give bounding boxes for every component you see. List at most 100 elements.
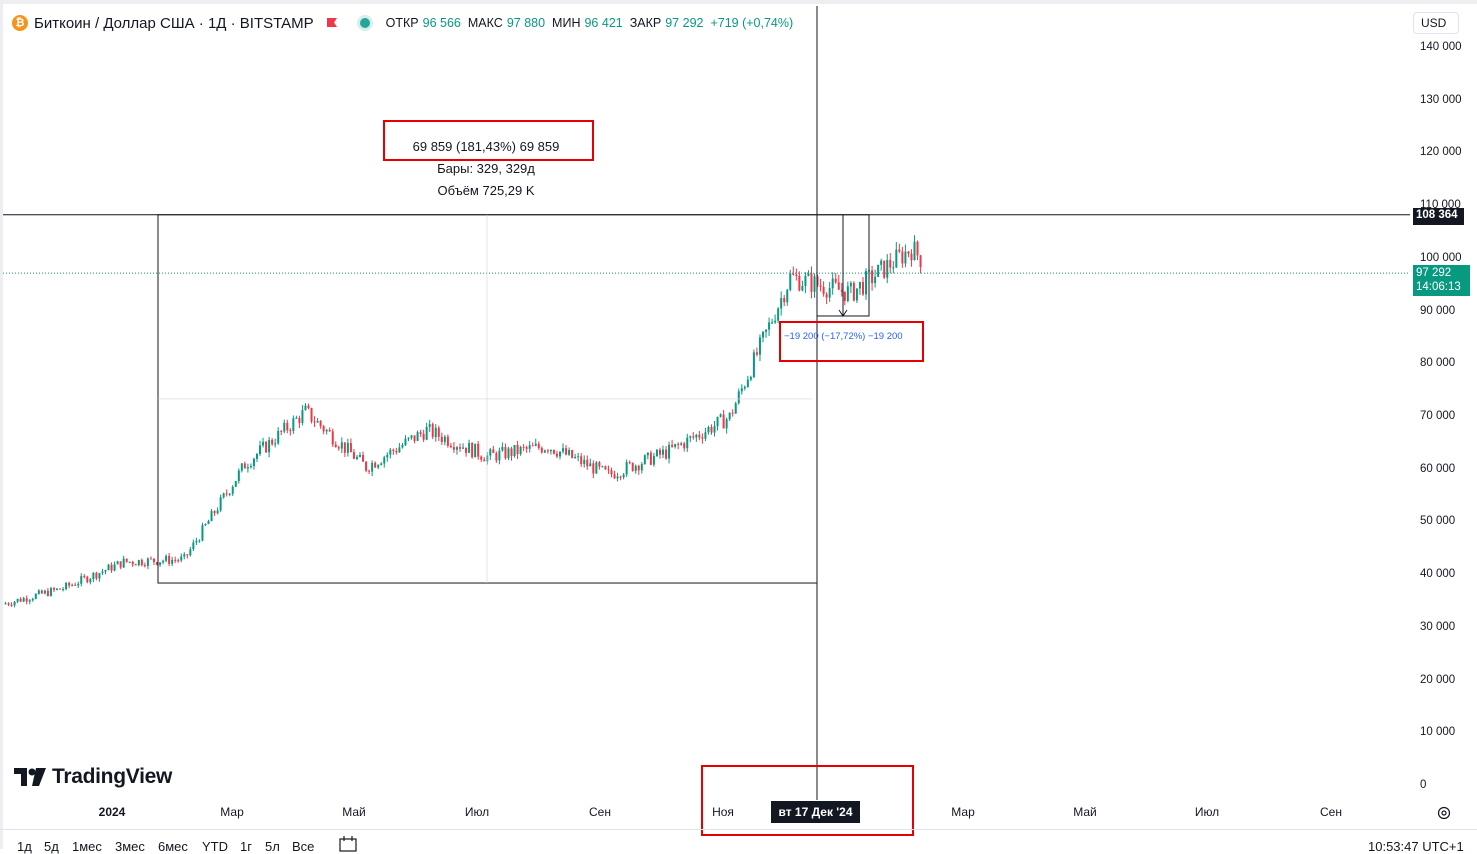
candle-body xyxy=(692,436,695,438)
candle-body xyxy=(43,590,46,594)
candle-body xyxy=(674,443,677,447)
range-button[interactable]: 5л xyxy=(265,839,280,854)
range-button[interactable]: 1д xyxy=(17,839,32,854)
candle-body xyxy=(31,598,34,601)
price-axis-tick: 70 000 xyxy=(1420,410,1456,422)
candle-body xyxy=(513,445,516,457)
candle-body xyxy=(343,442,346,453)
candle-body xyxy=(162,560,165,563)
bitcoin-icon: ₿ xyxy=(12,15,28,31)
symbol-title[interactable]: Биткоин / Доллар США · 1Д · BITSTAMP xyxy=(34,14,314,32)
candle-body xyxy=(849,282,852,287)
candle-body xyxy=(425,426,428,440)
last-price-label: 97 292 xyxy=(1416,267,1452,279)
candle-body xyxy=(649,452,652,465)
candle-body xyxy=(334,444,337,448)
candle-body xyxy=(125,558,128,562)
candle-body xyxy=(268,439,271,453)
range-button[interactable]: 1г xyxy=(240,839,252,854)
candle-body xyxy=(83,576,86,578)
candle-body xyxy=(840,289,843,292)
candle-body xyxy=(98,573,101,579)
candle-body xyxy=(289,430,292,432)
candle-body xyxy=(634,465,637,471)
candle-body xyxy=(531,445,534,447)
candle-body xyxy=(331,431,334,445)
candle-body xyxy=(68,582,71,586)
candle-body xyxy=(195,540,198,543)
candle-body xyxy=(825,294,828,298)
range-button[interactable]: 3мес xyxy=(115,839,145,854)
candle-body xyxy=(631,462,634,471)
settings-gear-icon[interactable] xyxy=(1436,805,1452,821)
candle-body xyxy=(292,418,295,432)
candle-body xyxy=(743,386,746,389)
candle-body xyxy=(422,433,425,440)
candle-body xyxy=(831,278,834,289)
candle-body xyxy=(207,521,210,525)
candle-body xyxy=(255,454,258,459)
candle-body xyxy=(159,562,162,565)
candle-body xyxy=(510,448,513,457)
market-status-dot[interactable] xyxy=(359,18,370,28)
candle-body xyxy=(804,275,807,286)
range-button[interactable]: 6мес xyxy=(158,839,188,854)
candle-body xyxy=(7,603,10,605)
candle-body xyxy=(434,427,437,438)
candle-body xyxy=(180,556,183,561)
candle-body xyxy=(646,452,649,456)
candle-body xyxy=(871,270,874,284)
range-button[interactable]: YTD xyxy=(202,839,228,854)
range-button[interactable]: 5д xyxy=(44,839,59,854)
candle-body xyxy=(874,276,877,284)
candle-body xyxy=(313,421,316,423)
candle-body xyxy=(16,598,19,602)
price-chart[interactable] xyxy=(0,0,1410,800)
candle-body xyxy=(37,590,40,594)
close-label: ЗАКР xyxy=(629,16,662,30)
currency-selector[interactable]: USD xyxy=(1413,12,1459,34)
price-axis-tick: 30 000 xyxy=(1420,620,1456,633)
candle-body xyxy=(210,511,213,522)
candle-body xyxy=(92,572,95,580)
candle-body xyxy=(552,449,555,454)
candle-body xyxy=(640,464,643,471)
measure-small-arrowhead xyxy=(838,309,848,317)
candle-body xyxy=(371,462,374,472)
candle-body xyxy=(28,600,31,602)
candle-body xyxy=(549,449,552,452)
candle-body xyxy=(483,459,486,462)
candle-body xyxy=(643,455,646,465)
candle-body xyxy=(877,264,880,277)
range-button[interactable]: Все xyxy=(292,839,315,854)
candle-body xyxy=(910,253,913,261)
candle-body xyxy=(116,561,119,565)
candle-body xyxy=(916,241,919,256)
candle-body xyxy=(489,449,492,456)
candle-body xyxy=(56,588,59,590)
candles-group xyxy=(4,235,922,608)
candle-body xyxy=(413,435,416,441)
tradingview-logo[interactable]: TradingView xyxy=(14,765,172,789)
candle-body xyxy=(65,582,68,590)
candle-body xyxy=(755,352,758,355)
candle-body xyxy=(752,352,755,378)
candle-body xyxy=(628,462,631,464)
candle-body xyxy=(352,452,355,459)
candle-body xyxy=(625,462,628,475)
candle-body xyxy=(731,412,734,414)
price-axis-tick: 0 xyxy=(1420,779,1427,791)
candle-body xyxy=(243,463,246,469)
candle-body xyxy=(813,276,816,292)
flag-icon[interactable] xyxy=(326,17,338,29)
price-axis-tick: 40 000 xyxy=(1420,568,1456,581)
candle-body xyxy=(368,470,371,472)
candle-body xyxy=(419,432,422,434)
candle-body xyxy=(886,259,889,278)
time-axis-tick: Сен xyxy=(589,805,611,819)
range-button[interactable]: 1мес xyxy=(72,839,102,854)
timezone-clock[interactable]: 10:53:47 UTC+1 xyxy=(1368,839,1464,854)
calendar-icon[interactable] xyxy=(339,836,357,852)
candle-body xyxy=(134,564,137,566)
candle-body xyxy=(271,439,274,445)
